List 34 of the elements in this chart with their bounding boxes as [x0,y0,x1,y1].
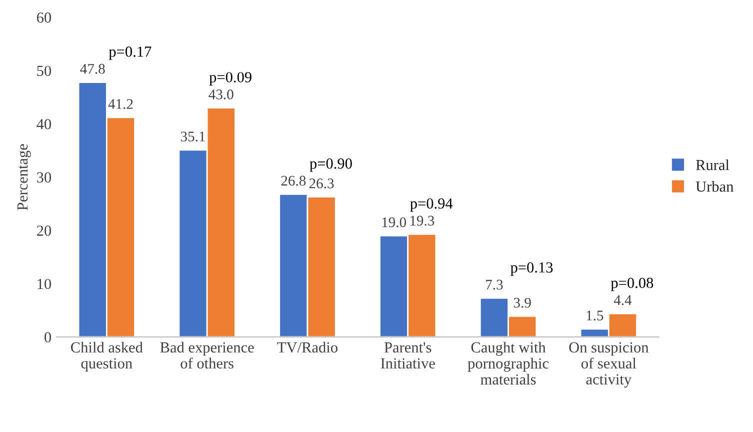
x-tick-label: Child asked question [71,342,143,372]
x-tick-label: Caught with pornographic materials [468,342,549,385]
data-label: 3.9 [514,298,531,308]
data-label: 26.8 [281,176,306,186]
data-label: 1.5 [586,310,604,321]
data-label: 35.1 [180,132,205,142]
data-label: 47.8 [80,64,105,74]
annotation: p=0.13 [510,262,553,276]
y-tick-label: 10 [38,278,52,290]
data-label: 41.2 [108,99,133,109]
x-tick-label: Parent's Initiative [380,342,435,369]
annotation: p=0.17 [108,46,152,60]
y-tick-label: 50 [37,66,52,76]
annotation: p=0.08 [610,278,654,292]
x-tick-label: Bad experience of others [160,342,254,369]
y-tick-label: 30 [37,172,52,183]
data-label: 43.0 [208,89,234,100]
annotation: p=0.90 [310,158,352,172]
legend-label: Urban [696,181,734,192]
y-axis-title: Percentage [17,144,31,210]
y-tick-label: 40 [36,118,52,130]
data-label: 19.0 [382,217,406,228]
data-label: 26.3 [309,178,334,188]
y-tick-label: 0 [44,332,52,342]
annotation: p=0.94 [410,198,453,212]
data-label: 4.4 [614,295,632,306]
legend-label: Rural [696,159,730,170]
annotation: p=0.09 [209,72,252,86]
x-tick-label: On suspicion of sexual activity [569,342,649,388]
data-label: 19.3 [410,216,434,226]
y-tick-label: 60 [36,12,52,23]
y-tick-label: 20 [37,226,52,236]
x-tick-label: TV/Radio [277,342,338,353]
data-label: 7.3 [486,280,503,290]
